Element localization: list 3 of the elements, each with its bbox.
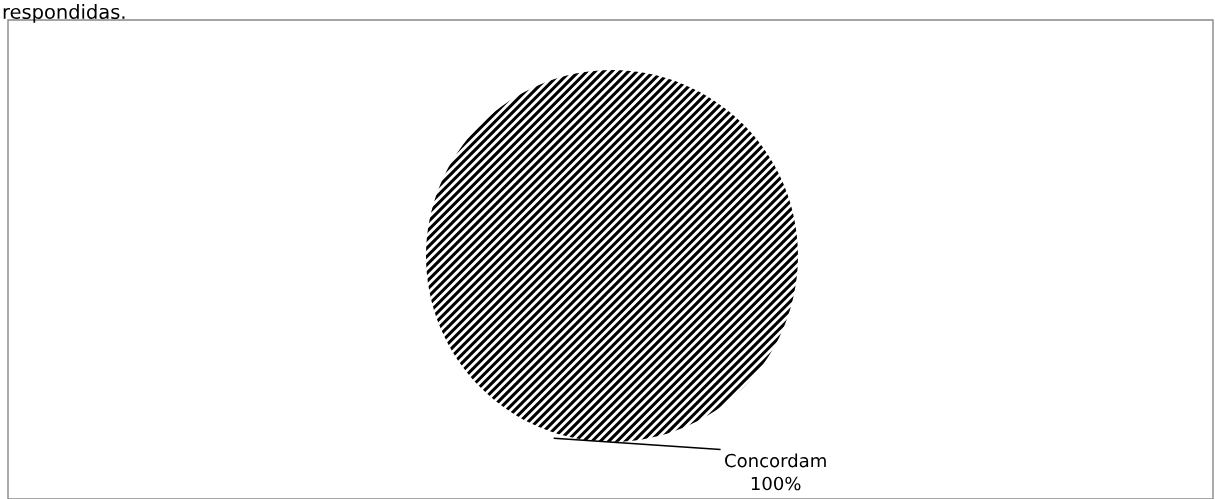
text: respondidas. [3,4,125,23]
slice-label: Concordam [725,453,826,468]
data-label: 100% [751,476,801,491]
